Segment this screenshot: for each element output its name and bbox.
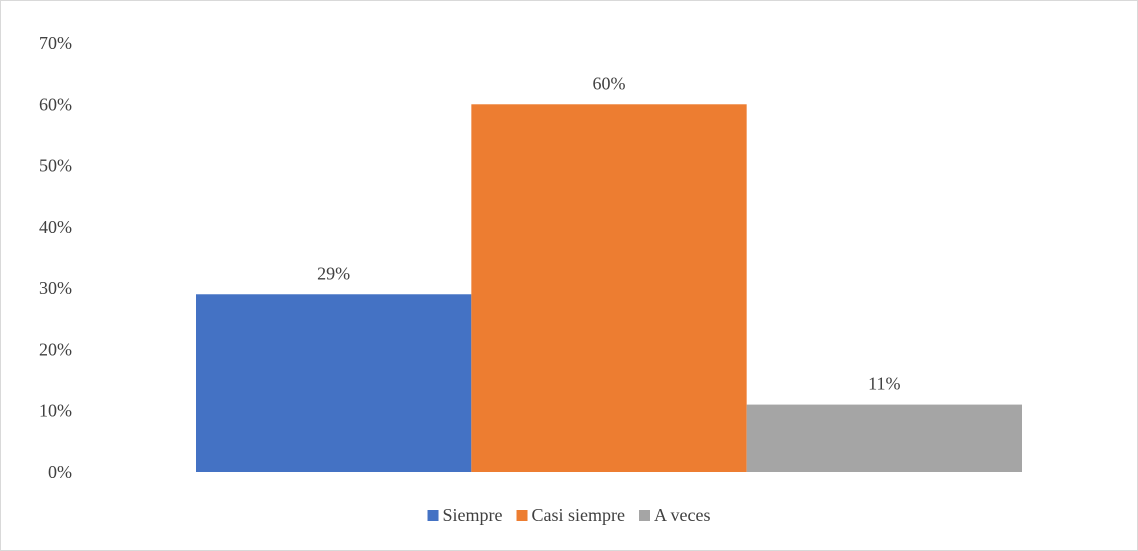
y-tick-label: 20% bbox=[39, 339, 72, 359]
legend-label: Casi siempre bbox=[532, 505, 625, 525]
legend-swatch bbox=[639, 510, 650, 521]
legend-swatch bbox=[516, 510, 528, 521]
legend: Siempre Casi siempre A veces bbox=[427, 505, 710, 525]
data-label: 60% bbox=[593, 73, 626, 93]
data-label: 29% bbox=[317, 263, 350, 283]
bar-siempre bbox=[196, 294, 472, 472]
y-tick-label: 50% bbox=[39, 156, 72, 176]
y-axis: 0% 10% 20% 30% 40% 50% 60% 70% bbox=[39, 33, 72, 482]
y-tick-label: 0% bbox=[48, 462, 72, 482]
y-tick-label: 10% bbox=[39, 401, 72, 421]
data-labels: 29% 60% 11% bbox=[317, 73, 900, 393]
bar-casi-siempre bbox=[471, 104, 747, 473]
y-tick-label: 70% bbox=[39, 33, 72, 53]
data-label: 11% bbox=[868, 374, 900, 394]
legend-swatch bbox=[427, 510, 439, 521]
y-tick-label: 60% bbox=[39, 94, 72, 114]
y-tick-label: 30% bbox=[39, 278, 72, 298]
bars bbox=[196, 104, 1022, 473]
legend-label: Siempre bbox=[443, 505, 503, 525]
legend-label: A veces bbox=[654, 505, 710, 525]
bar-a-veces bbox=[746, 404, 1022, 472]
y-tick-label: 40% bbox=[39, 217, 72, 237]
